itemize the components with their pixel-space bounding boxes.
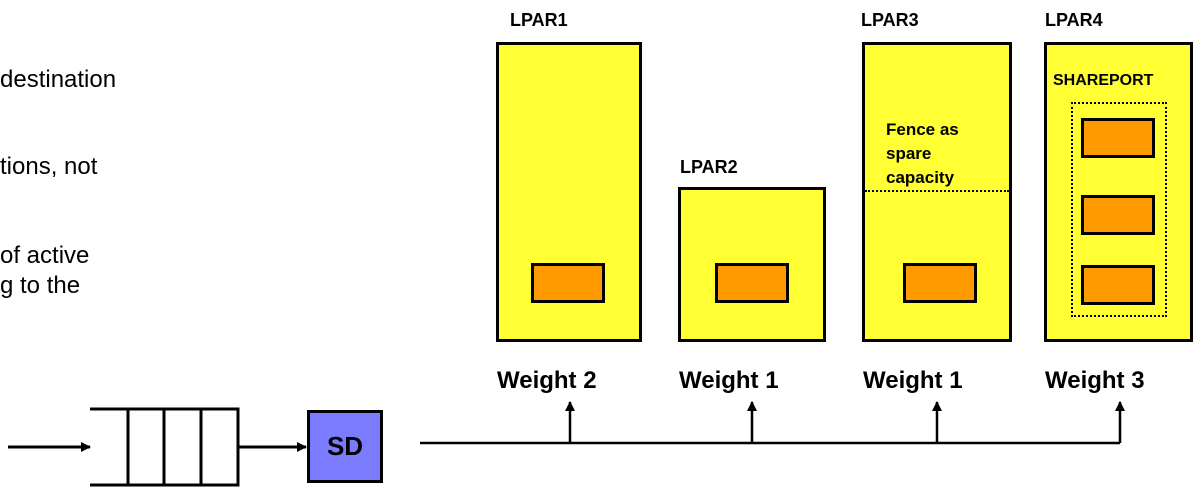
lpar3-title: LPAR3	[861, 10, 919, 30]
bullet-line-2: tions, not	[0, 153, 98, 180]
lpar3-server	[903, 263, 977, 303]
lpar4-server-1	[1081, 118, 1155, 158]
bullet-line-4: g to the	[0, 272, 81, 299]
lpar2-title: LPAR2	[680, 157, 738, 177]
lpar3-weight: Weight 1	[863, 367, 963, 394]
lpar1-weight: Weight 2	[497, 367, 597, 394]
fence-line	[865, 190, 1009, 192]
bullet-line-3: of active	[0, 242, 90, 269]
lpar3-box: Fence as spare capacity	[862, 42, 1012, 342]
shareport-label: SHAREPORT	[1053, 72, 1154, 89]
bullet-line-1: destination	[0, 66, 117, 93]
lpar4-server-3	[1081, 265, 1155, 305]
work-queue	[90, 407, 240, 487]
shareport-group	[1071, 102, 1167, 317]
lpar2-weight: Weight 1	[679, 367, 779, 394]
lpar4-weight: Weight 3	[1045, 367, 1145, 394]
lpar4-box: SHAREPORT	[1044, 42, 1193, 342]
lpar4-server-2	[1081, 195, 1155, 235]
lpar1-server	[531, 263, 605, 303]
lpar1-box	[496, 42, 642, 342]
lpar4-title: LPAR4	[1045, 10, 1103, 30]
lpar2-box	[678, 187, 826, 342]
lpar1-title: LPAR1	[510, 10, 568, 30]
lpar2-server	[715, 263, 789, 303]
fence-text: Fence as spare capacity	[886, 120, 959, 187]
sysplex-distributor-box: SD	[307, 410, 383, 483]
